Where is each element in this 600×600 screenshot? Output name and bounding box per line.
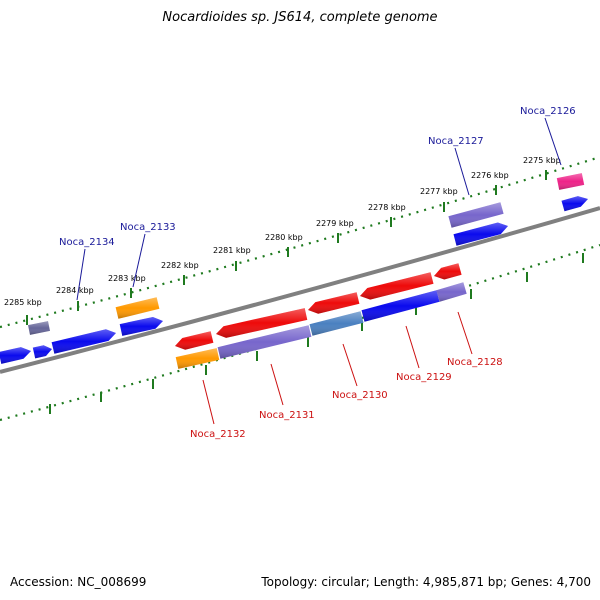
- label-leader-line: [270, 363, 284, 406]
- gene-label[interactable]: Noca_2127: [428, 136, 484, 147]
- label-leader-line: [132, 233, 146, 288]
- gene-noca-2134[interactable]: [51, 329, 116, 354]
- map-title: Nocardioides sp. JS614, complete genome: [162, 10, 438, 25]
- tick-label: 2283 kbp: [108, 274, 146, 283]
- gene-noca-2126b[interactable]: [561, 196, 589, 212]
- gene-noca-2131[interactable]: [217, 325, 312, 359]
- tick-label: 2275 kbp: [523, 156, 561, 165]
- gene-noca-2129[interactable]: [361, 290, 440, 322]
- gene-labels: Noca_2126 Noca_2127 Noca_2133 Noca_2134 Noca…: [59, 106, 576, 440]
- accession-text: Accession: NC_008699: [10, 575, 147, 589]
- gene-features: [0, 173, 588, 369]
- gene-red-e[interactable]: [434, 263, 462, 280]
- tick-label: 2281 kbp: [213, 246, 251, 255]
- tick-label: 2284 kbp: [56, 286, 94, 295]
- tick-label: 2280 kbp: [265, 233, 303, 242]
- gene-label[interactable]: Noca_2133: [120, 222, 176, 233]
- gene-small-a[interactable]: [28, 321, 50, 335]
- gene-noca-2132[interactable]: [175, 348, 220, 369]
- tick-label: 2277 kbp: [420, 187, 458, 196]
- label-leader-line: [202, 379, 215, 425]
- gene-noca-2133[interactable]: [115, 297, 160, 319]
- gene-label[interactable]: Noca_2126: [520, 106, 576, 117]
- gene-label[interactable]: Noca_2129: [396, 372, 452, 383]
- gene-noca-2133b[interactable]: [119, 317, 163, 336]
- ruler-outer: [0, 155, 600, 329]
- gene-noca-2127b[interactable]: [453, 222, 509, 246]
- gene-noca-2128[interactable]: [436, 282, 467, 302]
- ruler-inner-line: [0, 243, 600, 422]
- gene-noca-2126[interactable]: [556, 173, 585, 190]
- label-leader-line: [454, 147, 470, 196]
- label-leader-line: [544, 117, 562, 166]
- gene-left[interactable]: [0, 347, 31, 364]
- tick-label: 2282 kbp: [161, 261, 199, 270]
- gene-label[interactable]: Noca_2130: [332, 390, 388, 401]
- gene-noca-2130[interactable]: [309, 311, 364, 336]
- label-leaders: [76, 117, 562, 425]
- tick-label: 2278 kbp: [368, 203, 406, 212]
- gene-label[interactable]: Noca_2131: [259, 410, 315, 421]
- label-leader-line: [76, 248, 86, 301]
- tick-label: 2276 kbp: [471, 171, 509, 180]
- label-leader-line: [342, 343, 358, 387]
- gene-red-b[interactable]: [216, 308, 308, 338]
- gene-red-d[interactable]: [360, 272, 434, 300]
- label-leader-line: [405, 325, 420, 369]
- topology-text: Topology: circular; Length: 4,985,871 bp…: [261, 575, 591, 589]
- genome-backbone: [0, 206, 600, 374]
- tick-label: 2279 kbp: [316, 219, 354, 228]
- gene-label[interactable]: Noca_2134: [59, 237, 115, 248]
- gene-red-a[interactable]: [175, 331, 214, 350]
- tick-label: 2285 kbp: [4, 298, 42, 307]
- tick-labels: 2275 kbp 2276 kbp 2277 kbp 2278 kbp 2279 kbp…: [4, 156, 561, 307]
- gene-small-b[interactable]: [32, 345, 52, 359]
- gene-red-c[interactable]: [308, 292, 360, 314]
- label-leader-line: [457, 311, 473, 355]
- gene-label[interactable]: Noca_2132: [190, 429, 246, 440]
- gene-label[interactable]: Noca_2128: [447, 357, 503, 368]
- gene-noca-2127[interactable]: [448, 202, 504, 228]
